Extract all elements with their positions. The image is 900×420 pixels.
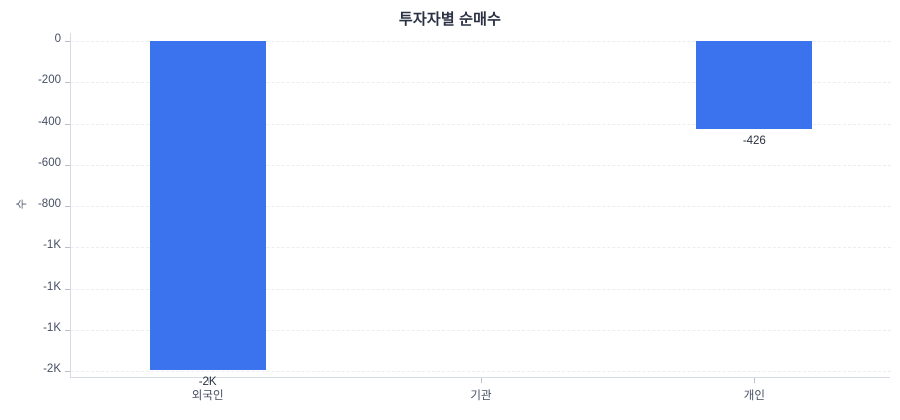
y-tick-label: -200 bbox=[37, 74, 61, 87]
y-tick-label: -1K bbox=[43, 321, 61, 334]
bar[interactable] bbox=[149, 41, 266, 370]
x-tick-mark bbox=[754, 378, 756, 383]
x-tick-mark bbox=[481, 378, 482, 383]
y-tick-mark bbox=[65, 329, 70, 331]
y-tick-label: -600 bbox=[37, 156, 61, 169]
gridline bbox=[71, 82, 891, 84]
gridline bbox=[71, 247, 891, 249]
gridline bbox=[71, 123, 891, 125]
y-tick-mark bbox=[65, 82, 70, 84]
y-tick-mark bbox=[65, 288, 70, 290]
y-tick-mark bbox=[65, 164, 70, 166]
chart-title: 투자자별 순매수 bbox=[398, 11, 502, 28]
y-tick-mark bbox=[65, 123, 70, 125]
gridline bbox=[71, 41, 891, 42]
gridline bbox=[71, 206, 891, 207]
gridline bbox=[71, 329, 891, 331]
plot-area: 외국인 -2K 기관 개인 -426 bbox=[65, 33, 891, 402]
y-tick-label: -2K bbox=[43, 363, 61, 375]
x-tick-label-3: 개인 bbox=[743, 390, 765, 402]
x-tick-label-1: 외국인 bbox=[191, 390, 224, 402]
plot-inner: 외국인 -2K 기관 개인 -426 bbox=[65, 33, 891, 402]
y-tick-label: -1K bbox=[43, 239, 61, 252]
bar-value-label: -426 bbox=[742, 134, 766, 147]
x-tick-mark bbox=[207, 378, 209, 383]
y-tick-mark bbox=[65, 371, 70, 372]
bar-value-label: -2K bbox=[198, 375, 217, 388]
y-tick-mark bbox=[65, 247, 70, 249]
y-tick-label: -400 bbox=[37, 115, 61, 128]
gridline bbox=[71, 164, 891, 166]
bar[interactable] bbox=[696, 41, 813, 129]
gridline bbox=[71, 288, 891, 290]
x-tick-label-2: 기관 bbox=[470, 390, 492, 402]
y-tick-label: -1K bbox=[43, 280, 61, 293]
y-tick-mark bbox=[65, 206, 70, 207]
y-tick-label: -800 bbox=[37, 198, 61, 210]
y-tick-label: 0 bbox=[54, 33, 61, 45]
y-tick-mark bbox=[65, 41, 70, 42]
gridline bbox=[71, 371, 891, 372]
